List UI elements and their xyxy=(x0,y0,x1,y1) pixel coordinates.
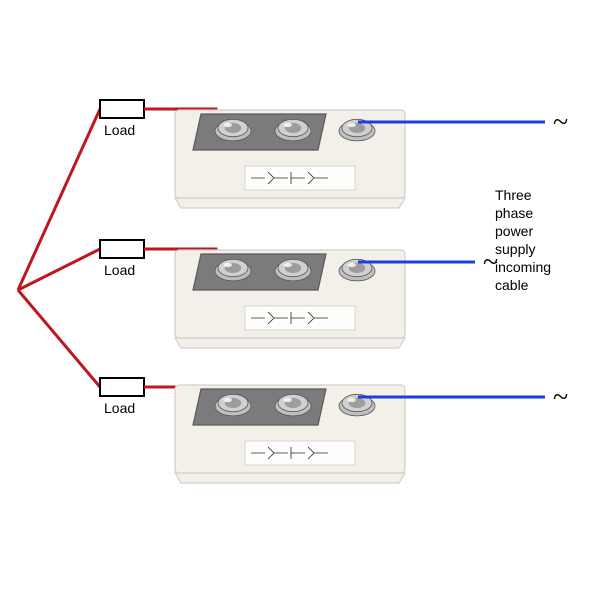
power-supply-label: incoming xyxy=(495,259,551,275)
power-supply-label: power xyxy=(495,223,533,239)
ac-symbol-0: ~ xyxy=(553,107,568,138)
power-supply-label: supply xyxy=(495,241,535,257)
load-box-1 xyxy=(100,240,144,258)
load-box-0 xyxy=(100,100,144,118)
module-lip xyxy=(175,198,405,208)
power-module-0 xyxy=(175,110,405,208)
module-lip xyxy=(175,473,405,483)
power-module-2 xyxy=(175,385,405,483)
load-label-1: Load xyxy=(104,262,135,278)
module-lip xyxy=(175,338,405,348)
power-supply-label: cable xyxy=(495,277,529,293)
load-label-0: Load xyxy=(104,122,135,138)
power-module-1 xyxy=(175,250,405,348)
power-supply-label: phase xyxy=(495,205,533,221)
load-box-2 xyxy=(100,378,144,396)
wiring-diagram: LoadLoadLoad~~~Threephasepowersupplyinco… xyxy=(0,0,600,600)
ac-symbol-2: ~ xyxy=(553,382,568,413)
power-supply-label: Three xyxy=(495,187,532,203)
load-label-2: Load xyxy=(104,400,135,416)
